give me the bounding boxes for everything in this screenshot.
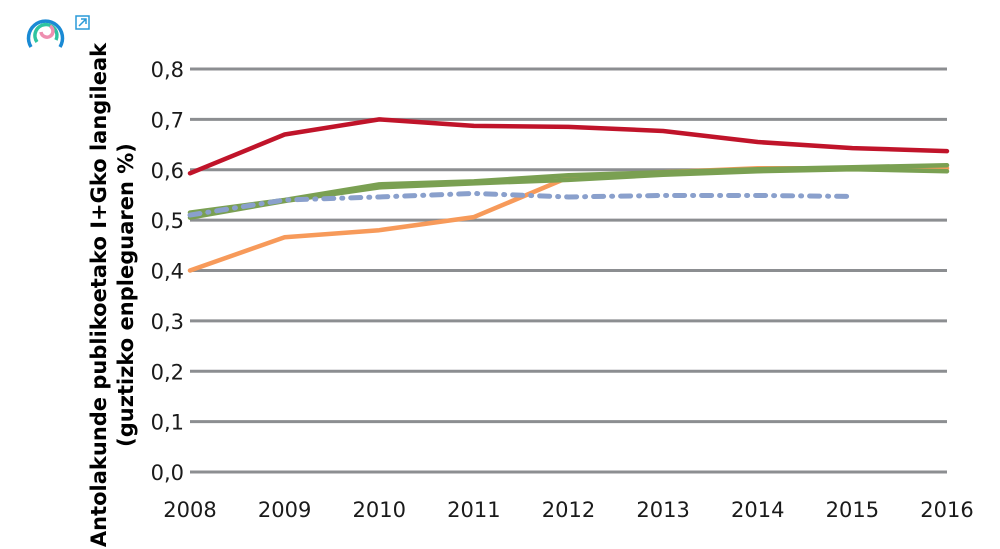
x-tick-label: 2009 [258,498,311,522]
y-tick-label: 0,7 [151,108,184,132]
x-tick-label: 2014 [731,498,784,522]
logo-icon [26,19,65,48]
x-tick-label: 2010 [353,498,406,522]
x-tick-label: 2012 [542,498,595,522]
y-tick-label: 0,1 [151,411,184,435]
x-tick-label: 2016 [920,498,973,522]
series-line-2 [187,162,950,215]
x-tick-label: 2015 [826,498,879,522]
y-tick-label: 0,5 [151,209,184,233]
y-tick-label: 0,6 [151,159,184,183]
x-tick-label: 2008 [163,498,216,522]
y-tick-label: 0,2 [151,360,184,384]
y-axis-label-line1: Antolakunde publikoetako I+Gko langileak [87,42,111,547]
x-tick-label: 2011 [447,498,500,522]
series-line-4 [187,190,855,218]
x-tick-label: 2013 [636,498,689,522]
y-tick-label: 0,3 [151,310,184,334]
external-link-icon[interactable] [75,15,90,30]
y-tick-label: 0,0 [151,461,184,485]
y-tick-label: 0,8 [151,58,184,82]
y-tick-label: 0,4 [151,260,184,284]
series-line-3 [187,166,950,220]
y-axis-label-line2: (guztizko enpleguaren %) [114,143,138,447]
series-line-0 [187,117,950,176]
